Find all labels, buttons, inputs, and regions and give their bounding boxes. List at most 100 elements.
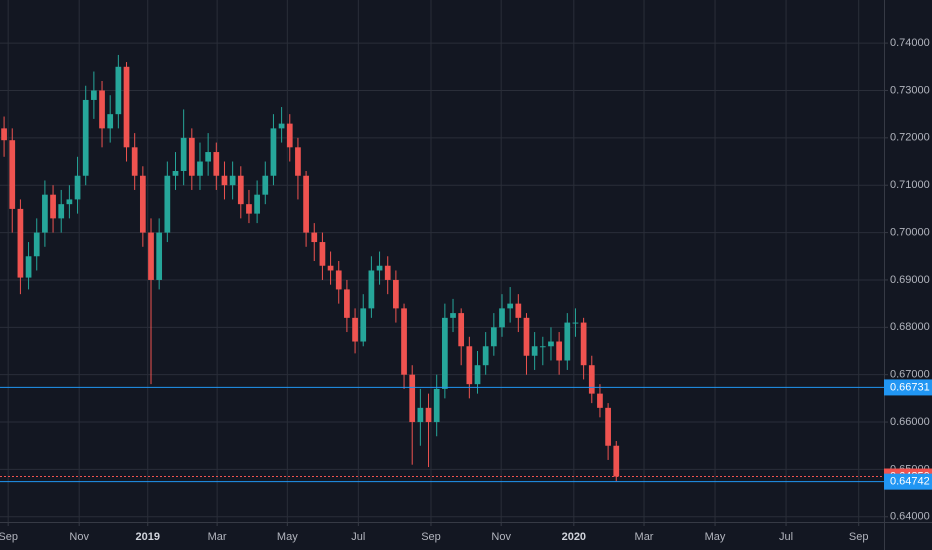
candle-body [597,393,603,408]
candle-body [303,175,309,233]
candle-body [295,147,301,176]
candle-body [401,308,407,375]
candle-body [25,256,32,278]
candle-body [393,279,399,309]
x-tick-label: Sep [421,531,441,543]
candle-body [499,308,505,328]
y-tick-label: 0.68000 [890,321,930,333]
candle-body [115,66,122,115]
candle-body [482,346,489,366]
candle-body [433,388,440,423]
candle-body [352,317,358,342]
y-tick-label: 0.74000 [890,37,930,49]
candle-body [458,313,465,347]
candle-body [564,322,571,361]
candle-body [66,199,73,205]
candle-body [368,270,375,309]
y-tick-label: 0.73000 [890,84,930,96]
candle-body [474,365,481,385]
candle-body [580,322,587,366]
x-tick-label: May [277,531,298,543]
x-tick-label: May [705,531,726,543]
candle-body [188,137,195,176]
price-label: 0.64742 [890,476,930,488]
candle-body [376,265,383,271]
y-tick-label: 0.69000 [890,274,930,286]
candle-body [425,407,432,423]
x-tick-label: Nov [491,531,511,543]
candle-body [197,161,203,176]
x-tick-label: 2019 [135,531,159,543]
x-tick-label: Mar [635,531,654,543]
y-tick-label: 0.70000 [890,226,930,238]
y-tick-label: 0.67000 [890,369,930,381]
x-tick-label: Sep [849,531,869,543]
x-tick-label: Mar [208,531,227,543]
candle-body [107,114,114,129]
candle-body [262,175,269,195]
candle-body [9,140,16,209]
candle-body [246,204,252,214]
candle-body [278,123,285,129]
x-tick-label: Jul [351,531,365,543]
candle-body [515,303,522,318]
y-tick-label: 0.66000 [890,416,930,428]
x-tick-label: Sep [0,531,18,543]
candle-body [17,208,24,278]
candle-body [172,171,179,176]
candle-body [417,407,424,423]
candle-body [548,341,554,347]
candle-body [450,313,456,318]
candle-body [213,152,220,176]
candle-body [409,374,416,423]
candle-body [523,317,530,356]
candle-body [539,346,546,348]
candle-body [42,194,48,233]
x-tick-label: Jul [779,531,793,543]
price-label-box [884,473,932,490]
candle-body [82,99,89,176]
candle-body [221,175,228,186]
candle-body [229,175,236,186]
candle-body [613,445,620,477]
candle-body [556,341,562,361]
candle-body [270,128,277,176]
candle-body [605,407,611,446]
candle-body [335,270,342,290]
candle-body [507,303,514,309]
price-label: 0.66731 [890,381,930,393]
candle-body [344,289,350,318]
candle-body [139,175,146,233]
candle-body [311,232,318,243]
candle-body [50,194,56,219]
candle-body [33,232,40,257]
candle-body [327,265,334,271]
candle-body [319,242,326,266]
candle-body [466,346,473,385]
y-tick-label: 0.71000 [890,179,930,191]
candle-body [91,90,97,100]
candle-body [156,232,163,280]
candle-body [58,204,65,219]
candle-body [442,317,448,389]
candle-body [237,175,244,205]
x-tick-label: 2020 [562,531,586,543]
candle-body [205,152,212,162]
candle-body [360,308,367,342]
candle-body [1,128,7,141]
candle-body [588,365,595,394]
candle-body [384,265,391,280]
candle-body [286,123,293,148]
y-tick-label: 0.72000 [890,132,930,144]
y-tick-label: 0.64000 [890,511,930,523]
candle-body [531,346,538,356]
price-label-box [884,379,932,396]
candle-body [131,147,138,176]
candle-body [572,322,579,324]
candle-body [490,327,497,347]
candle-body [99,90,105,129]
candle-body [74,175,81,200]
